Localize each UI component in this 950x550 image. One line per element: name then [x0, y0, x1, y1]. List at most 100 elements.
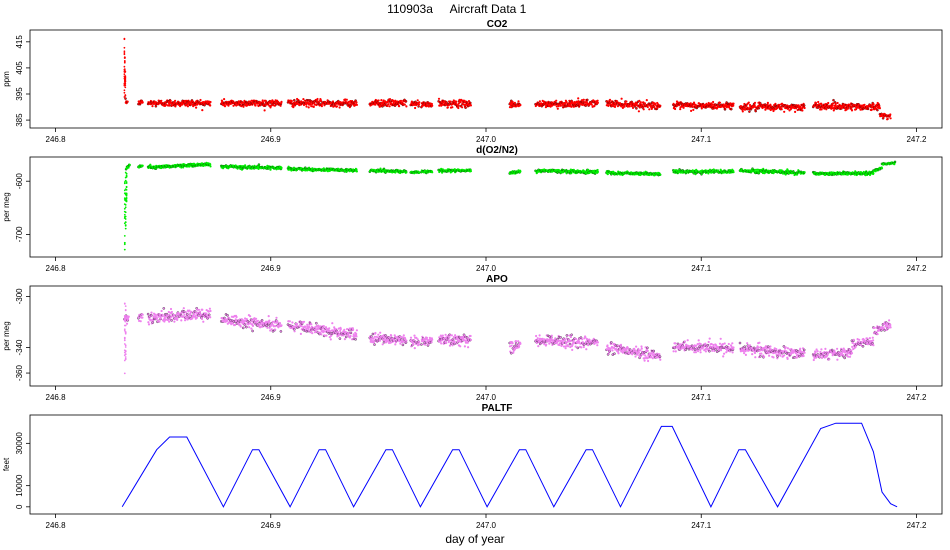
data-point: [174, 99, 177, 102]
data-point: [596, 101, 600, 104]
data-point: [162, 307, 166, 310]
data-point: [459, 101, 462, 104]
data-point: [268, 319, 271, 322]
data-point: [321, 327, 324, 330]
data-point: [402, 334, 405, 337]
data-point: [124, 71, 127, 73]
data-point: [123, 46, 126, 49]
y-tick-label: 405: [15, 61, 24, 75]
data-point: [154, 105, 158, 108]
data-point: [128, 163, 131, 166]
data-point: [209, 309, 212, 313]
data-point: [125, 173, 128, 175]
data-point: [184, 311, 188, 314]
data-point: [315, 321, 318, 325]
data-point: [679, 108, 682, 111]
data-point: [467, 100, 471, 103]
data-point: [249, 315, 252, 318]
data-point: [586, 98, 589, 102]
data-point: [457, 104, 460, 107]
data-point: [263, 109, 266, 112]
data-point: [183, 313, 186, 316]
data-point: [732, 102, 735, 105]
x-tick-label: 246.9: [261, 393, 282, 402]
data-point: [126, 100, 129, 103]
data-point: [410, 100, 413, 103]
data-point: [469, 101, 472, 105]
data-point: [164, 103, 168, 106]
data-point: [355, 170, 358, 173]
data-point: [675, 100, 679, 103]
x-tick-label: 247.2: [906, 135, 927, 144]
data-point: [513, 101, 517, 104]
data-point: [866, 107, 870, 111]
data-point: [254, 104, 257, 107]
data-point: [141, 313, 144, 316]
data-point: [195, 314, 198, 317]
data-point: [803, 171, 806, 174]
data-segment: [420, 101, 434, 109]
data-point: [262, 101, 265, 104]
data-point: [123, 50, 126, 53]
data-point: [155, 317, 158, 320]
data-point: [228, 317, 231, 320]
data-point: [209, 104, 212, 107]
data-point: [124, 227, 127, 230]
data-point: [417, 105, 420, 108]
data-point: [199, 98, 202, 102]
data-point: [234, 323, 237, 326]
data-point: [373, 343, 376, 346]
data-point: [801, 109, 804, 112]
data-point: [648, 108, 651, 111]
data-point: [208, 307, 211, 310]
data-point: [151, 105, 154, 108]
data-point: [394, 343, 397, 346]
series-co2: [123, 37, 892, 121]
data-point: [412, 343, 415, 346]
data-point: [747, 101, 750, 104]
data-point: [311, 167, 314, 170]
data-point: [331, 100, 335, 103]
data-point: [147, 323, 151, 326]
data-point: [399, 99, 403, 102]
data-point: [741, 110, 744, 113]
data-point: [141, 101, 144, 104]
data-point: [451, 106, 454, 109]
data-point: [431, 104, 434, 107]
data-point: [631, 106, 635, 109]
data-point: [692, 108, 695, 111]
data-point: [123, 56, 126, 59]
data-point: [127, 315, 130, 318]
data-point: [123, 248, 126, 251]
data-point: [378, 339, 381, 342]
x-tick-label: 246.8: [46, 393, 67, 402]
data-segment: [220, 98, 283, 112]
data-point: [305, 105, 308, 108]
data-point: [161, 315, 164, 318]
data-point: [209, 100, 212, 104]
data-point: [312, 105, 315, 108]
data-point: [380, 99, 383, 102]
data-point: [457, 102, 460, 105]
data-point: [201, 308, 204, 311]
data-point: [250, 99, 253, 102]
data-point: [280, 324, 283, 327]
data-point: [322, 325, 325, 328]
data-point: [124, 218, 127, 220]
data-point: [349, 104, 353, 107]
data-point: [437, 97, 441, 100]
data-point: [260, 319, 264, 322]
data-point: [388, 105, 391, 108]
data-point: [608, 98, 612, 101]
data-point: [555, 99, 558, 102]
data-point: [274, 328, 277, 331]
data-point: [405, 339, 408, 342]
data-point: [355, 103, 358, 106]
data-point: [125, 174, 128, 177]
data-point: [596, 170, 600, 173]
data-point: [123, 89, 126, 92]
x-tick-label: 246.9: [261, 264, 282, 273]
data-point: [832, 98, 835, 102]
data-point: [643, 102, 647, 105]
